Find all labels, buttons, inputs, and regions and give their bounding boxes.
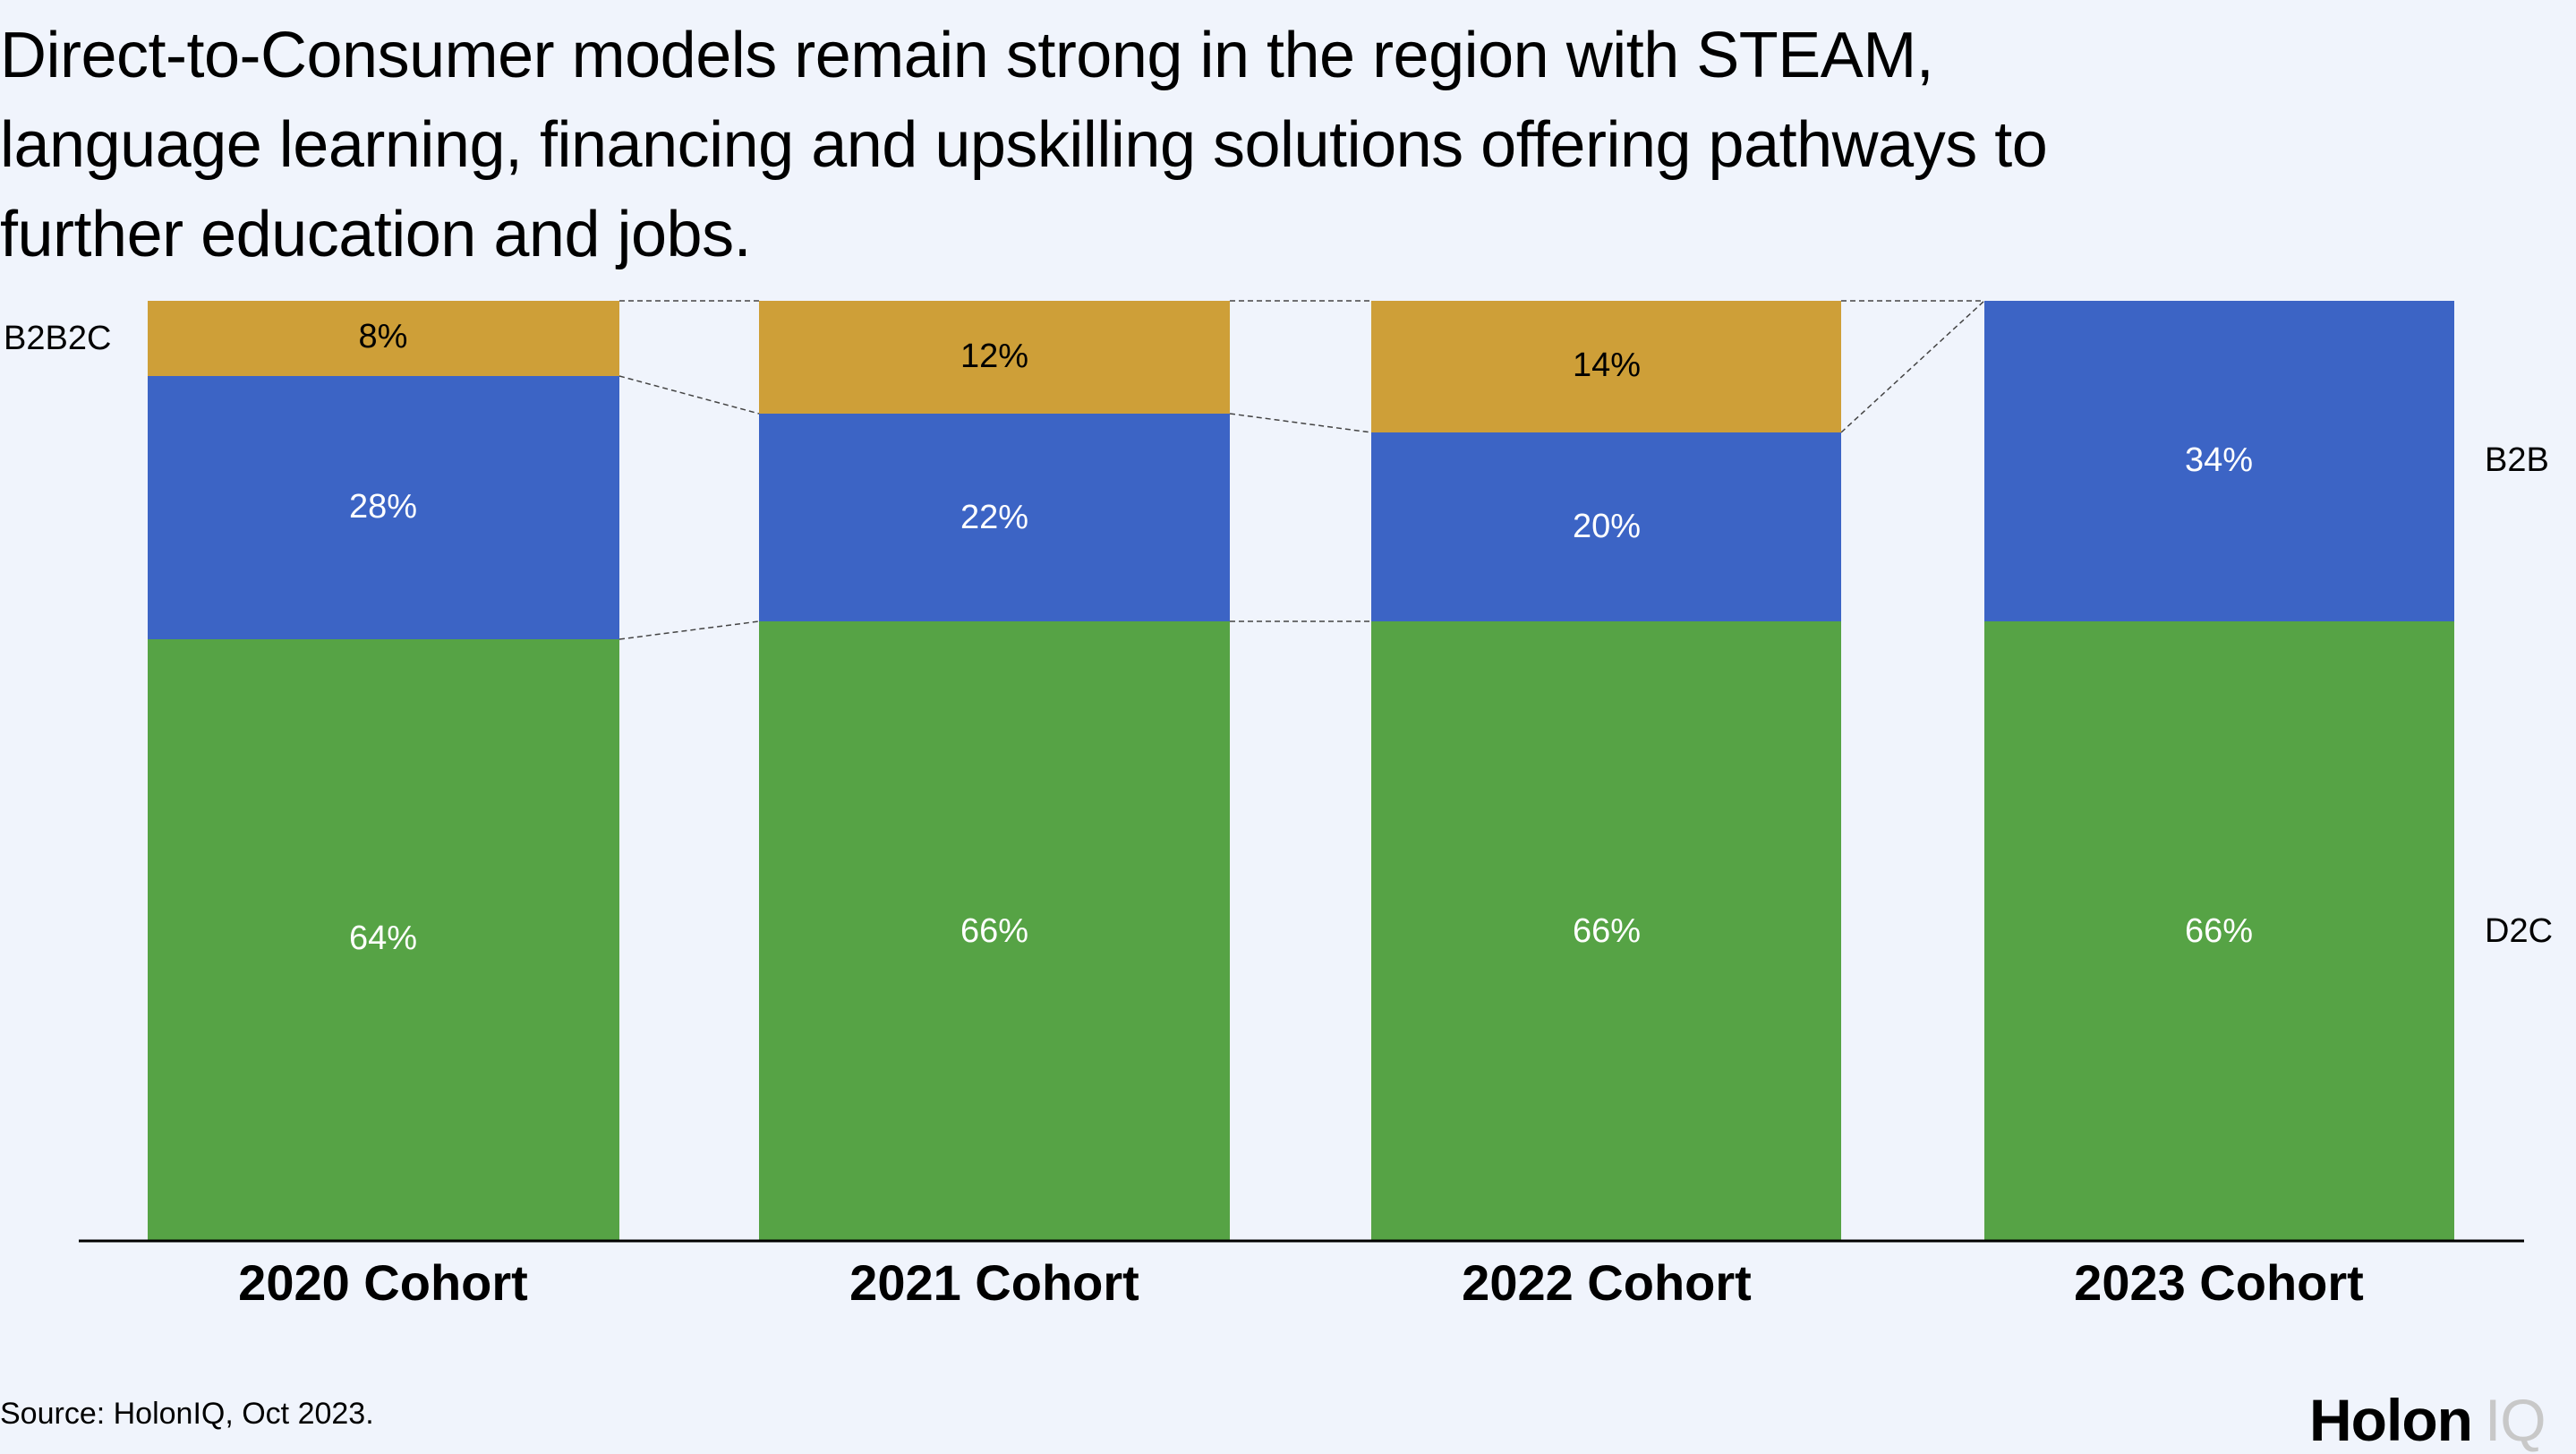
segment-d2c bbox=[1371, 621, 1841, 1240]
title-line-2: language learning, financing and upskill… bbox=[0, 109, 2048, 181]
series-label-d2c: D2C bbox=[2485, 912, 2553, 950]
label-d2c: 66% bbox=[1573, 912, 1641, 950]
segment-b2b2c bbox=[759, 301, 1230, 414]
bar-2021-cohort: 12% 22% 66% bbox=[759, 301, 1230, 1240]
x-axis-labels: 2020 Cohort 2021 Cohort 2022 Cohort 2023… bbox=[238, 1254, 2364, 1311]
segment-d2c bbox=[148, 639, 619, 1240]
title-line-3: further education and jobs. bbox=[0, 199, 752, 270]
segment-d2c bbox=[1984, 621, 2454, 1240]
x-label-2022: 2022 Cohort bbox=[1462, 1254, 1752, 1311]
label-b2b: 22% bbox=[960, 499, 1028, 536]
x-label-2023: 2023 Cohort bbox=[2074, 1254, 2364, 1311]
segment-b2b bbox=[1371, 432, 1841, 621]
bar-2020-cohort: 8% 28% 64% bbox=[148, 301, 619, 1240]
segment-b2b bbox=[759, 414, 1230, 621]
label-d2c: 64% bbox=[349, 919, 417, 957]
segment-b2b2c bbox=[1371, 301, 1841, 432]
connector-lines bbox=[618, 300, 1985, 640]
x-label-2021: 2021 Cohort bbox=[849, 1254, 1139, 1311]
bar-2023-cohort: 34% 66% bbox=[1984, 301, 2454, 1240]
source-note: Source: HolonIQ, Oct 2023. bbox=[0, 1397, 374, 1431]
logo-suffix: IQ bbox=[2484, 1387, 2546, 1453]
label-b2b2c: 12% bbox=[960, 338, 1028, 375]
series-label-b2b: B2B bbox=[2485, 441, 2549, 479]
logo-main: Holon bbox=[2309, 1387, 2473, 1453]
label-d2c: 66% bbox=[2185, 912, 2253, 950]
chart-title: Direct-to-Consumer models remain strong … bbox=[0, 11, 2560, 279]
label-d2c: 66% bbox=[960, 912, 1028, 950]
label-b2b2c: 14% bbox=[1573, 346, 1641, 384]
label-b2b: 20% bbox=[1573, 508, 1641, 545]
label-b2b: 34% bbox=[2185, 441, 2253, 479]
label-b2b: 28% bbox=[349, 488, 417, 526]
bar-2022-cohort: 14% 20% 66% bbox=[1371, 301, 1841, 1240]
segment-b2b bbox=[1984, 301, 2454, 621]
segment-d2c bbox=[759, 621, 1230, 1240]
title-line-1: Direct-to-Consumer models remain strong … bbox=[0, 20, 1934, 91]
series-label-b2b2c: B2B2C bbox=[4, 320, 111, 357]
segment-b2b bbox=[148, 376, 619, 639]
segment-b2b2c bbox=[148, 301, 619, 376]
label-b2b2c: 8% bbox=[359, 318, 408, 355]
holoniq-logo: Holon IQ bbox=[2309, 1386, 2546, 1454]
x-label-2020: 2020 Cohort bbox=[238, 1254, 528, 1311]
